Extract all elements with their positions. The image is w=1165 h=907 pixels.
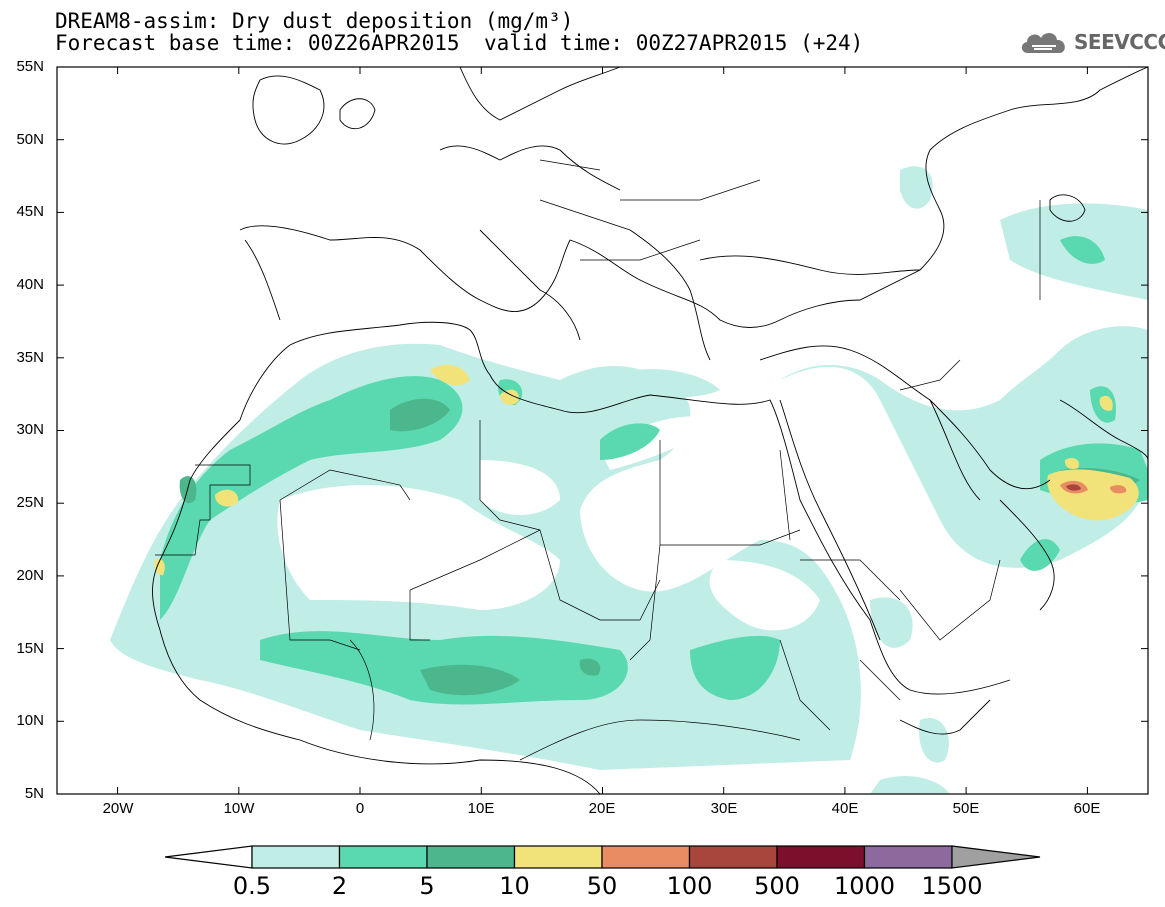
lon-label: 30E	[710, 800, 738, 817]
colorbar-label: 5	[419, 872, 435, 900]
colorbar-bin-4	[513, 845, 603, 869]
colorbar-bin-3	[426, 845, 516, 869]
colorbar-label: 10	[499, 872, 530, 900]
lat-label: 35N	[16, 349, 44, 366]
colorbar-label: 1000	[833, 872, 896, 900]
logo-label: SEEVCCC	[1074, 30, 1165, 54]
colorbar-bin-1	[251, 845, 341, 869]
colorbar-bin-5	[601, 845, 691, 869]
colorbar-label: 1500	[921, 872, 983, 900]
lon-label: 20E	[588, 800, 616, 817]
lat-ticks	[57, 66, 1148, 722]
colorbar-bin-6	[688, 845, 778, 869]
lat-label: 15N	[16, 640, 44, 657]
lat-label: 25N	[16, 494, 44, 511]
lat-label: 50N	[16, 131, 44, 148]
lon-label: 20W	[102, 800, 134, 817]
colorbar-label: 500	[754, 872, 800, 900]
colorbar	[164, 845, 1041, 869]
colorbar-left-arrow	[164, 845, 253, 869]
lon-label: 50E	[952, 800, 980, 817]
lat-label: 55N	[16, 58, 44, 75]
cloud-icon	[1021, 32, 1065, 53]
lat-label: 5N	[24, 785, 44, 802]
colorbar-label: 100	[666, 872, 713, 900]
colorbar-label: 2	[331, 872, 348, 900]
lon-label: 40E	[831, 800, 859, 817]
colorbar-right-arrow	[951, 845, 1041, 869]
lon-label: 10W	[223, 800, 255, 817]
valid-time: valid time: 00Z27APR2015 (+24)	[484, 31, 864, 55]
forecast-base-time: Forecast base time: 00Z26APR2015	[55, 31, 460, 55]
map-title: DREAM8-assim: Dry dust deposition (mg/m³…	[55, 9, 574, 33]
lat-label: 40N	[16, 276, 44, 293]
lon-label: 10E	[467, 800, 495, 817]
seevccc-logo: SEEVCCC	[1018, 25, 1165, 59]
colorbar-bin-8	[863, 845, 953, 869]
lat-label: 45N	[16, 203, 44, 220]
country-borders	[155, 159, 1041, 761]
colorbar-label: 0.5	[232, 872, 272, 900]
lat-label: 10N	[16, 712, 44, 729]
coastlines	[152, 66, 1149, 795]
lon-label: 60E	[1073, 800, 1101, 817]
colorbar-label: 50	[586, 872, 618, 900]
colorbar-bin-7	[776, 845, 866, 869]
lon-ticks	[117, 67, 1088, 794]
lon-label: 0	[355, 800, 365, 817]
colorbar-bin-2	[338, 845, 428, 869]
lat-label: 20N	[16, 567, 44, 584]
lat-label: 30N	[16, 421, 44, 438]
